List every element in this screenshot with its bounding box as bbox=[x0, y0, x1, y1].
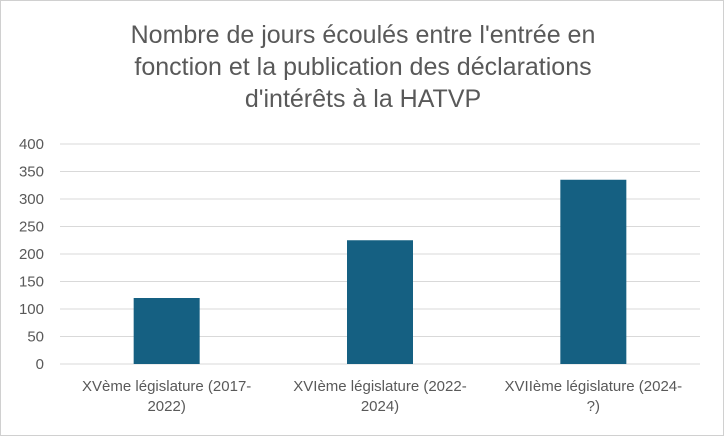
y-tick-label: 50 bbox=[27, 329, 44, 346]
y-tick-label: 200 bbox=[19, 246, 44, 263]
y-tick-label: 150 bbox=[19, 274, 44, 291]
y-tick-label: 350 bbox=[19, 164, 44, 181]
bar-1 bbox=[133, 298, 200, 364]
bar-2 bbox=[347, 240, 413, 364]
x-category-label: ?) bbox=[587, 398, 600, 415]
chart-title-line-2: fonction et la publication des déclarati… bbox=[134, 53, 592, 81]
y-tick-label: 100 bbox=[19, 301, 44, 318]
x-category-label: 2022) bbox=[147, 398, 185, 415]
y-tick-label: 400 bbox=[19, 136, 44, 153]
x-category-label: XVème législature (2017- bbox=[82, 378, 251, 395]
x-category-label: XVIème législature (2022- bbox=[293, 378, 466, 395]
chart-title-line-1: Nombre de jours écoulés entre l'entrée e… bbox=[130, 21, 596, 49]
bar-3 bbox=[560, 179, 627, 364]
y-tick-label: 0 bbox=[36, 356, 44, 373]
chart-title: Nombre de jours écoulés entre l'entrée e… bbox=[61, 19, 665, 115]
y-tick-label: 250 bbox=[19, 219, 44, 236]
x-category-label: 2024) bbox=[361, 398, 399, 415]
chart-title-line-3: d'intérêts à la HATVP bbox=[244, 85, 482, 113]
x-category-label: XVIIème législature (2024- bbox=[505, 378, 683, 395]
y-tick-label: 300 bbox=[19, 191, 44, 208]
